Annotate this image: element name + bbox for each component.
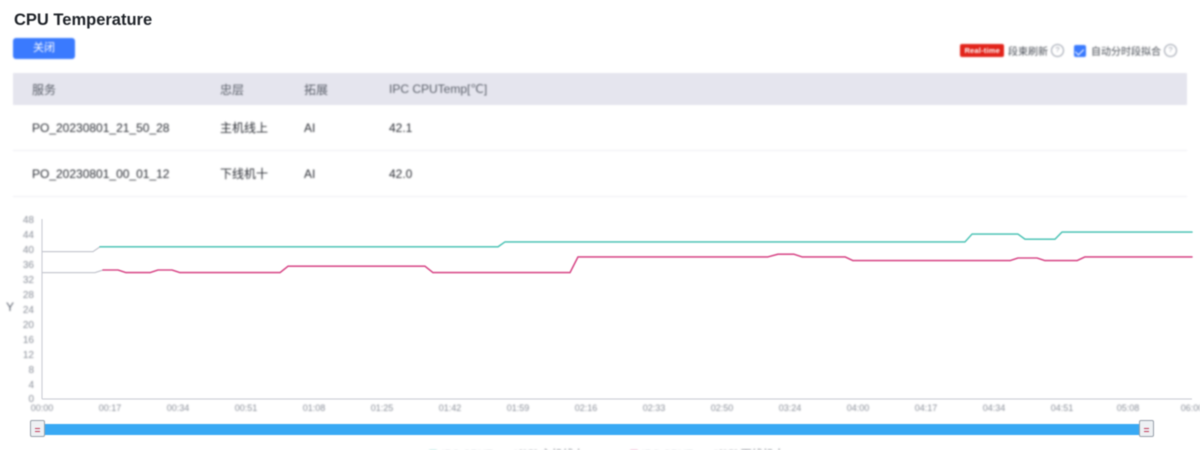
svg-text:40: 40 bbox=[23, 245, 35, 256]
svg-text:06:00: 06:00 bbox=[1181, 403, 1200, 413]
svg-text:02:50: 02:50 bbox=[711, 403, 734, 413]
svg-text:00:00: 00:00 bbox=[31, 403, 54, 413]
svg-text:04:00: 04:00 bbox=[847, 403, 870, 413]
svg-text:02:16: 02:16 bbox=[575, 403, 598, 413]
svg-text:04:34: 04:34 bbox=[983, 403, 1006, 413]
svg-text:04:51: 04:51 bbox=[1051, 403, 1074, 413]
svg-text:44: 44 bbox=[23, 230, 35, 241]
svg-text:24: 24 bbox=[23, 305, 35, 316]
svg-text:04:17: 04:17 bbox=[915, 403, 938, 413]
svg-text:01:25: 01:25 bbox=[371, 403, 394, 413]
svg-text:8: 8 bbox=[28, 365, 34, 376]
svg-text:01:59: 01:59 bbox=[507, 403, 530, 413]
svg-text:16: 16 bbox=[23, 335, 35, 346]
svg-text:32: 32 bbox=[23, 275, 35, 286]
svg-text:48: 48 bbox=[23, 215, 35, 226]
svg-text:4: 4 bbox=[28, 380, 34, 391]
svg-text:02:33: 02:33 bbox=[643, 403, 666, 413]
svg-text:05:08: 05:08 bbox=[1117, 403, 1140, 413]
svg-text:01:42: 01:42 bbox=[439, 403, 462, 413]
svg-text:00:17: 00:17 bbox=[99, 403, 122, 413]
svg-text:28: 28 bbox=[23, 290, 35, 301]
svg-text:36: 36 bbox=[23, 260, 35, 271]
svg-text:01:08: 01:08 bbox=[303, 403, 326, 413]
svg-text:03:24: 03:24 bbox=[779, 403, 802, 413]
svg-text:20: 20 bbox=[23, 320, 35, 331]
svg-text:00:34: 00:34 bbox=[167, 403, 190, 413]
svg-text:12: 12 bbox=[23, 350, 35, 361]
svg-text:00:51: 00:51 bbox=[235, 403, 258, 413]
